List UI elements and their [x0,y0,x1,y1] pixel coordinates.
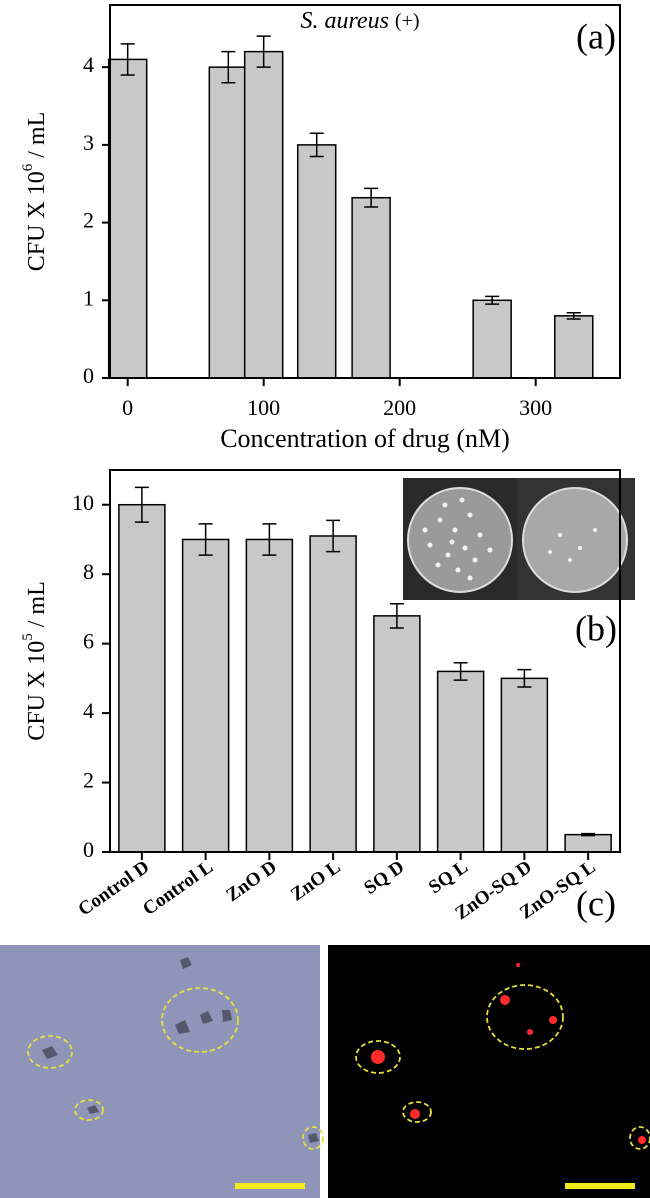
bar [436,670,485,853]
error-bar [309,132,324,158]
bar [351,196,391,379]
y-tick-label: 0 [83,837,94,862]
error-bar [326,519,341,553]
y-label-exponent: 6 [20,163,36,171]
y-label-unit: / mL [24,112,50,164]
panel-label: (a) [576,16,616,56]
error-bar [221,50,236,84]
error-bar [364,187,379,208]
bar [564,833,612,853]
x-tick-label: SQ D [360,856,408,898]
x-tick-label: 0 [122,395,133,420]
x-tick-label: ZnO L [287,856,344,905]
inset-photos [403,478,635,600]
bar [245,538,294,853]
error-bar [256,35,271,68]
bar [554,315,594,379]
y-label-exponent: 5 [20,633,36,641]
error-bar [453,661,468,681]
bar [208,66,249,379]
x-tick-label: 300 [519,395,552,420]
y-label-text: CFU X 10 [24,641,50,741]
bar [309,535,357,853]
error-bar [581,832,596,837]
error-bar [120,43,135,76]
error-bar [262,523,277,556]
panel-label: (c) [576,883,616,923]
x-tick-label: 200 [383,395,416,420]
y-tick-label: 4 [83,698,94,723]
bar [243,50,284,379]
panel-label: (b) [575,608,617,648]
y-axis-label: CFU X 105 / mL [20,581,49,741]
microscopy-images [0,945,650,1198]
gram-label: (+) [395,10,420,32]
x-tick-label: ZnO D [222,856,280,906]
x-tick-label: 100 [247,395,280,420]
y-tick-label: 3 [83,130,94,155]
y-label-text: CFU X 10 [24,171,50,271]
error-bar [134,486,149,523]
annotation: S. aureus (+) [300,8,419,34]
x-tick-label: SQ L [425,856,472,898]
x-axis-label: Concentration of drug (nM) [220,424,510,453]
error-bar [198,523,213,556]
error-bar [389,602,404,629]
bar [472,299,512,379]
plot-frame [109,469,621,853]
bar [296,144,337,379]
error-bar [485,295,500,305]
error-bar [566,311,581,320]
species: S. aureus [300,8,388,34]
y-tick-label: 4 [83,52,94,77]
plot-frame [109,4,621,379]
y-tick-label: 2 [83,768,94,793]
x-tick-label: Control L [139,856,217,919]
bar [181,538,230,853]
y-tick-label: 8 [83,559,94,584]
y-tick-label: 0 [83,363,94,388]
bar [373,615,421,853]
y-tick-label: 6 [83,629,94,654]
bar [500,677,549,853]
y-tick-label: 2 [83,208,94,233]
x-tick-label: Control D [74,856,153,920]
bar [118,503,166,853]
y-tick-label: 10 [72,490,94,515]
error-bar [517,668,532,688]
bar [107,58,148,379]
y-tick-label: 1 [83,285,94,310]
y-axis-label: CFU X 106 / mL [20,112,49,272]
y-label-unit: / mL [24,581,50,633]
